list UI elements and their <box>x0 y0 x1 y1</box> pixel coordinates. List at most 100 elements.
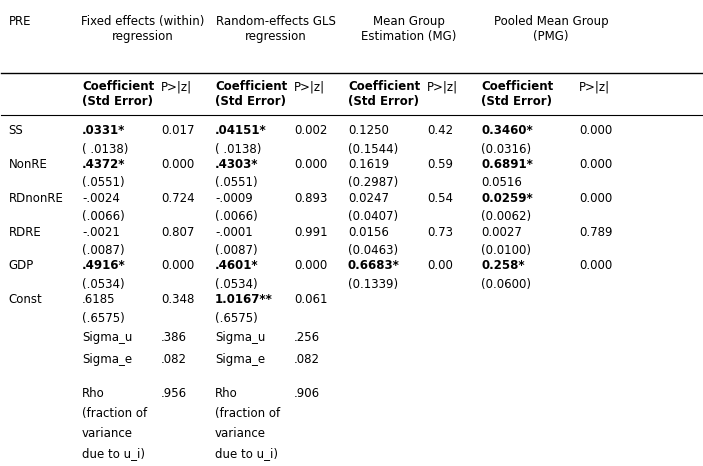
Text: (.0551): (.0551) <box>215 177 257 190</box>
Text: 0.893: 0.893 <box>294 192 328 205</box>
Text: Sigma_u: Sigma_u <box>215 331 265 344</box>
Text: 0.0027: 0.0027 <box>481 226 522 239</box>
Text: 0.54: 0.54 <box>427 192 453 205</box>
Text: (.0087): (.0087) <box>82 244 124 257</box>
Text: Const: Const <box>8 293 42 306</box>
Text: 0.42: 0.42 <box>427 124 453 137</box>
Text: (.6575): (.6575) <box>215 312 258 325</box>
Text: .4303*: .4303* <box>215 158 259 171</box>
Text: (0.0407): (0.0407) <box>348 210 398 223</box>
Text: (.0066): (.0066) <box>82 210 124 223</box>
Text: .906: .906 <box>294 387 320 400</box>
Text: 0.017: 0.017 <box>161 124 195 137</box>
Text: 1.0167**: 1.0167** <box>215 293 273 306</box>
Text: .4372*: .4372* <box>82 158 125 171</box>
Text: GDP: GDP <box>8 260 34 273</box>
Text: (0.0062): (0.0062) <box>481 210 531 223</box>
Text: (0.0463): (0.0463) <box>348 244 398 257</box>
Text: 0.000: 0.000 <box>579 158 612 171</box>
Text: (0.2987): (0.2987) <box>348 177 398 190</box>
Text: 0.59: 0.59 <box>427 158 453 171</box>
Text: 0.348: 0.348 <box>161 293 195 306</box>
Text: Random-effects GLS
regression: Random-effects GLS regression <box>216 15 335 43</box>
Text: (0.0600): (0.0600) <box>481 278 531 291</box>
Text: (0.1544): (0.1544) <box>348 143 398 156</box>
Text: -.0001: -.0001 <box>215 226 252 239</box>
Text: (.0534): (.0534) <box>215 278 257 291</box>
Text: 0.6683*: 0.6683* <box>348 260 400 273</box>
Text: 0.0247: 0.0247 <box>348 192 389 205</box>
Text: 0.00: 0.00 <box>427 260 453 273</box>
Text: P>|z|: P>|z| <box>427 80 458 93</box>
Text: (.0551): (.0551) <box>82 177 124 190</box>
Text: (fraction of: (fraction of <box>215 407 280 420</box>
Text: .082: .082 <box>294 353 320 366</box>
Text: NonRE: NonRE <box>8 158 47 171</box>
Text: variance: variance <box>215 427 266 439</box>
Text: (.0066): (.0066) <box>215 210 258 223</box>
Text: P>|z|: P>|z| <box>294 80 325 93</box>
Text: (0.0100): (0.0100) <box>481 244 531 257</box>
Text: Coefficient
(Std Error): Coefficient (Std Error) <box>481 80 553 108</box>
Text: 0.0516: 0.0516 <box>481 177 522 190</box>
Text: 0.807: 0.807 <box>161 226 195 239</box>
Text: P>|z|: P>|z| <box>579 80 610 93</box>
Text: .6185: .6185 <box>82 293 115 306</box>
Text: (0.1339): (0.1339) <box>348 278 398 291</box>
Text: Rho: Rho <box>215 387 238 400</box>
Text: Coefficient
(Std Error): Coefficient (Std Error) <box>215 80 288 108</box>
Text: Sigma_e: Sigma_e <box>215 353 265 366</box>
Text: 0.000: 0.000 <box>161 260 194 273</box>
Text: 0.789: 0.789 <box>579 226 612 239</box>
Text: Rho: Rho <box>82 387 105 400</box>
Text: 0.000: 0.000 <box>294 260 328 273</box>
Text: -.0021: -.0021 <box>82 226 120 239</box>
Text: 0.6891*: 0.6891* <box>481 158 533 171</box>
Text: .956: .956 <box>161 387 187 400</box>
Text: SS: SS <box>8 124 23 137</box>
Text: due to u_i): due to u_i) <box>215 446 278 459</box>
Text: .4601*: .4601* <box>215 260 259 273</box>
Text: 0.061: 0.061 <box>294 293 328 306</box>
Text: 0.724: 0.724 <box>161 192 195 205</box>
Text: RDnonRE: RDnonRE <box>8 192 63 205</box>
Text: 0.0259*: 0.0259* <box>481 192 533 205</box>
Text: PRE: PRE <box>8 15 31 28</box>
Text: .0331*: .0331* <box>82 124 125 137</box>
Text: 0.258*: 0.258* <box>481 260 524 273</box>
Text: .256: .256 <box>294 331 320 344</box>
Text: Fixed effects (within)
regression: Fixed effects (within) regression <box>81 15 204 43</box>
Text: Sigma_e: Sigma_e <box>82 353 132 366</box>
Text: 0.002: 0.002 <box>294 124 328 137</box>
Text: (0.0316): (0.0316) <box>481 143 531 156</box>
Text: P>|z|: P>|z| <box>161 80 192 93</box>
Text: .4916*: .4916* <box>82 260 126 273</box>
Text: 0.000: 0.000 <box>579 260 612 273</box>
Text: 0.000: 0.000 <box>294 158 328 171</box>
Text: 0.000: 0.000 <box>161 158 194 171</box>
Text: (.0087): (.0087) <box>215 244 257 257</box>
Text: 0.73: 0.73 <box>427 226 453 239</box>
Text: (fraction of: (fraction of <box>82 407 147 420</box>
Text: -.0009: -.0009 <box>215 192 252 205</box>
Text: (.6575): (.6575) <box>82 312 124 325</box>
Text: .386: .386 <box>161 331 187 344</box>
Text: (.0534): (.0534) <box>82 278 124 291</box>
Text: Sigma_u: Sigma_u <box>82 331 132 344</box>
Text: 0.991: 0.991 <box>294 226 328 239</box>
Text: 0.000: 0.000 <box>579 124 612 137</box>
Text: RDRE: RDRE <box>8 226 41 239</box>
Text: Pooled Mean Group
(PMG): Pooled Mean Group (PMG) <box>494 15 608 43</box>
Text: .082: .082 <box>161 353 187 366</box>
Text: .04151*: .04151* <box>215 124 266 137</box>
Text: ( .0138): ( .0138) <box>82 143 128 156</box>
Text: variance: variance <box>82 427 133 439</box>
Text: 0.1250: 0.1250 <box>348 124 389 137</box>
Text: Mean Group
Estimation (MG): Mean Group Estimation (MG) <box>361 15 456 43</box>
Text: 0.000: 0.000 <box>579 192 612 205</box>
Text: Coefficient
(Std Error): Coefficient (Std Error) <box>82 80 154 108</box>
Text: Coefficient
(Std Error): Coefficient (Std Error) <box>348 80 420 108</box>
Text: 0.1619: 0.1619 <box>348 158 389 171</box>
Text: -.0024: -.0024 <box>82 192 120 205</box>
Text: 0.0156: 0.0156 <box>348 226 389 239</box>
